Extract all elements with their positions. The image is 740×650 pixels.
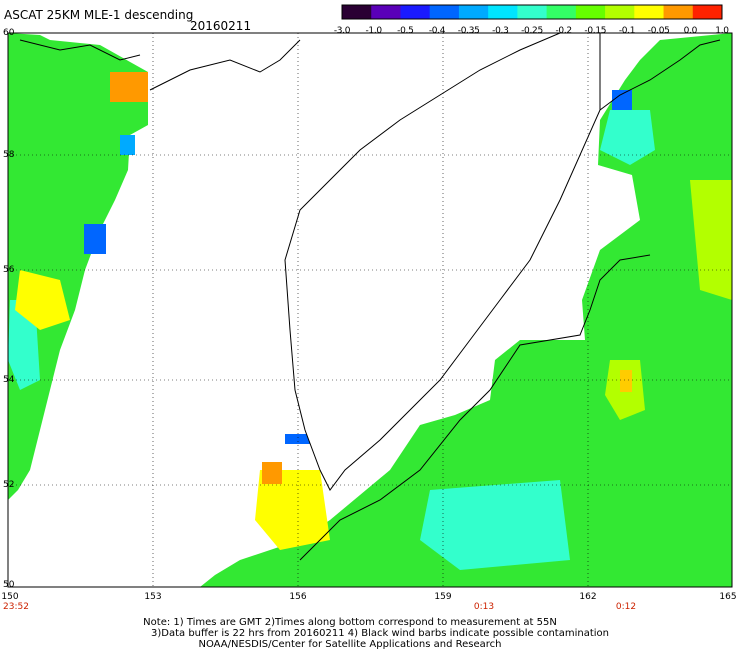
- colorbar-segment: [458, 5, 489, 19]
- date-label: 20160211: [190, 19, 252, 33]
- colorbar-segment: [488, 5, 518, 19]
- patch-orange-2: [262, 462, 282, 484]
- time-label-1: 23:52: [3, 602, 29, 612]
- note-line-3: NOAA/NESDIS/Center for Satellite Applica…: [198, 639, 502, 650]
- colorbar-tick-label: -1.0: [365, 26, 382, 36]
- wind-swath-east: [200, 33, 732, 587]
- colorbar-tick-label: 0.0: [683, 26, 698, 36]
- coastline-south: [299, 254, 651, 561]
- colorbar-segment: [371, 5, 401, 19]
- colorbar-segment: [605, 5, 635, 19]
- lon-label-165: 165: [719, 592, 737, 602]
- colorbar-tick-label: 1.0: [715, 26, 729, 36]
- lat-label-50: 50: [3, 580, 15, 590]
- note-line-1: Note: 1) Times are GMT 2)Times along bot…: [143, 617, 557, 628]
- lat-label-60: 60: [3, 28, 15, 38]
- colorbar-tick-label: -0.25: [521, 26, 543, 36]
- lon-label-162: 162: [579, 592, 597, 602]
- colorbar-tick-label: -0.2: [555, 26, 572, 36]
- colorbar-segment: [342, 5, 372, 19]
- patch-blue-3: [612, 90, 632, 110]
- colorbar-tick-label: -3.0: [333, 26, 351, 36]
- coastline-east: [599, 39, 721, 111]
- colorbar-frame: [341, 4, 723, 20]
- colorbar-segment: [400, 5, 431, 19]
- lat-label-52: 52: [3, 480, 15, 490]
- patch-cyan-1: [600, 110, 655, 165]
- map-content: [8, 33, 732, 587]
- lat-label-54: 54: [3, 375, 15, 385]
- note-line-2: 3)Data buffer is 22 hrs from 20160211 4)…: [151, 628, 609, 639]
- coastline-west: [19, 39, 141, 61]
- patch-blue-1: [285, 434, 327, 444]
- colorbar-segment: [546, 5, 577, 19]
- colorbar-tick-label: -0.4: [428, 26, 446, 36]
- colorbar-segment: [517, 5, 548, 19]
- lat-label-56: 56: [3, 265, 15, 275]
- time-label-2: 0:13: [473, 602, 495, 612]
- colorbar-segment: [692, 5, 723, 19]
- patch-orange-3: [620, 370, 632, 392]
- colorbar-tick-label: -0.5: [397, 26, 414, 36]
- patch-yellow-2: [255, 470, 330, 550]
- grid: [8, 33, 732, 587]
- map-frame: [7, 32, 733, 588]
- wind-swath-west: [8, 33, 148, 500]
- colorbar-tick-label: -0.1: [618, 26, 636, 36]
- patch-blue-4: [120, 135, 135, 155]
- patch-cyan-2: [420, 480, 570, 570]
- colorbar-segment: [663, 5, 694, 19]
- patch-yellow-1: [15, 270, 70, 330]
- colorbar-tick-label: -0.35: [457, 26, 480, 36]
- colorbar-tick-label: -0.3: [492, 26, 509, 36]
- time-label-3: 0:12: [615, 602, 637, 612]
- colorbar-tick-label: -0.05: [647, 26, 670, 36]
- patch-blue-2: [84, 224, 106, 254]
- lat-label-58: 58: [3, 150, 15, 160]
- colorbar-segment: [429, 5, 460, 19]
- land-kamchatka: [284, 33, 601, 491]
- colorbar-segment: [634, 5, 665, 19]
- patch-orange-1: [110, 72, 148, 102]
- colorbar-segment: [575, 5, 606, 19]
- colorbar: [341, 4, 723, 20]
- chart-title: ASCAT 25KM MLE-1 descending: [4, 8, 194, 22]
- coastline-north: [149, 39, 301, 91]
- lon-label-159: 159: [434, 592, 452, 602]
- lon-label-156: 156: [289, 592, 307, 602]
- lon-label-150: 150: [1, 592, 19, 602]
- lon-label-153: 153: [144, 592, 162, 602]
- colorbar-tick-label: -0.15: [584, 26, 607, 36]
